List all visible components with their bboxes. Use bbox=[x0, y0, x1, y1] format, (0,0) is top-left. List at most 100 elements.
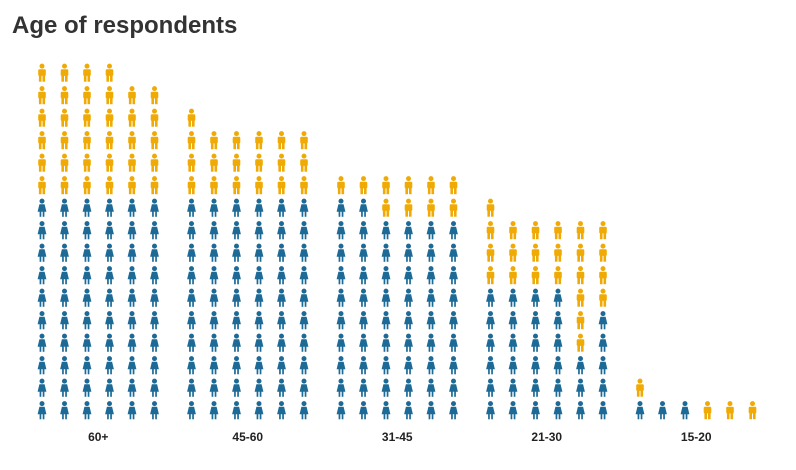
female-person-icon bbox=[82, 243, 92, 262]
male-person-icon bbox=[382, 198, 390, 217]
male-person-icon bbox=[150, 176, 159, 195]
female-person-icon bbox=[404, 311, 413, 330]
female-person-icon bbox=[232, 288, 241, 307]
female-person-icon bbox=[336, 356, 346, 375]
female-person-icon bbox=[232, 198, 241, 217]
male-person-icon bbox=[509, 221, 517, 240]
female-person-icon bbox=[37, 221, 47, 240]
female-person-icon bbox=[381, 288, 391, 307]
male-person-icon bbox=[404, 198, 413, 217]
female-person-icon bbox=[254, 266, 264, 285]
female-person-icon bbox=[105, 266, 114, 285]
female-person-icon bbox=[426, 221, 436, 240]
female-person-icon bbox=[381, 333, 391, 352]
female-person-icon bbox=[553, 356, 563, 375]
female-person-icon bbox=[449, 401, 458, 420]
male-person-icon bbox=[531, 266, 540, 285]
female-person-icon bbox=[37, 401, 47, 420]
male-person-icon bbox=[232, 131, 241, 150]
female-person-icon bbox=[404, 333, 413, 352]
female-person-icon bbox=[277, 333, 286, 352]
category-label: 45-60 bbox=[232, 430, 263, 444]
male-person-icon bbox=[105, 131, 114, 150]
female-person-icon bbox=[60, 333, 69, 352]
female-person-icon bbox=[150, 198, 159, 217]
female-person-icon bbox=[37, 288, 47, 307]
female-person-icon bbox=[37, 198, 47, 217]
female-person-icon bbox=[150, 333, 159, 352]
male-person-icon bbox=[576, 266, 585, 285]
female-person-icon bbox=[576, 401, 585, 420]
female-person-icon bbox=[426, 243, 436, 262]
male-person-icon bbox=[60, 176, 69, 195]
male-person-icon bbox=[576, 243, 585, 262]
female-person-icon bbox=[82, 356, 92, 375]
male-person-icon bbox=[427, 198, 435, 217]
female-person-icon bbox=[426, 356, 436, 375]
male-person-icon bbox=[703, 401, 712, 420]
female-person-icon bbox=[486, 356, 495, 375]
female-person-icon bbox=[127, 356, 137, 375]
category-group-60+ bbox=[37, 63, 159, 420]
female-person-icon bbox=[449, 221, 458, 240]
category-label: 21-30 bbox=[531, 430, 562, 444]
female-person-icon bbox=[359, 401, 368, 420]
female-person-icon bbox=[680, 401, 690, 420]
male-person-icon bbox=[128, 131, 136, 150]
female-person-icon bbox=[82, 198, 92, 217]
male-person-icon bbox=[576, 333, 585, 352]
female-person-icon bbox=[336, 221, 346, 240]
female-person-icon bbox=[60, 311, 69, 330]
female-person-icon bbox=[576, 356, 585, 375]
male-person-icon bbox=[636, 378, 644, 397]
female-person-icon bbox=[254, 288, 264, 307]
male-person-icon bbox=[382, 176, 390, 195]
female-person-icon bbox=[299, 333, 309, 352]
male-person-icon bbox=[449, 176, 458, 195]
female-person-icon bbox=[127, 311, 137, 330]
female-person-icon bbox=[82, 266, 92, 285]
male-person-icon bbox=[531, 243, 540, 262]
male-person-icon bbox=[599, 221, 607, 240]
female-person-icon bbox=[404, 356, 413, 375]
female-person-icon bbox=[299, 401, 309, 420]
female-person-icon bbox=[277, 356, 286, 375]
male-person-icon bbox=[60, 153, 69, 172]
female-person-icon bbox=[105, 401, 114, 420]
female-person-icon bbox=[82, 311, 92, 330]
chart-title: Age of respondents bbox=[12, 12, 238, 39]
male-person-icon bbox=[509, 243, 517, 262]
female-person-icon bbox=[336, 401, 346, 420]
female-person-icon bbox=[404, 288, 413, 307]
male-person-icon bbox=[60, 108, 69, 127]
female-person-icon bbox=[187, 221, 196, 240]
female-person-icon bbox=[150, 356, 159, 375]
female-person-icon bbox=[486, 401, 495, 420]
female-person-icon bbox=[449, 378, 458, 397]
category-group-15-20 bbox=[635, 378, 757, 420]
female-person-icon bbox=[254, 401, 264, 420]
female-person-icon bbox=[209, 378, 219, 397]
female-person-icon bbox=[449, 266, 458, 285]
male-person-icon bbox=[726, 401, 734, 420]
female-person-icon bbox=[150, 243, 159, 262]
female-person-icon bbox=[531, 356, 540, 375]
male-person-icon bbox=[554, 243, 562, 262]
female-person-icon bbox=[150, 266, 159, 285]
female-person-icon bbox=[277, 266, 286, 285]
male-person-icon bbox=[599, 288, 607, 307]
category-label: 15-20 bbox=[681, 430, 712, 444]
female-person-icon bbox=[359, 243, 368, 262]
female-person-icon bbox=[60, 288, 69, 307]
female-person-icon bbox=[426, 333, 436, 352]
male-person-icon bbox=[277, 153, 286, 172]
female-person-icon bbox=[336, 198, 346, 217]
female-person-icon bbox=[232, 266, 241, 285]
female-person-icon bbox=[254, 333, 264, 352]
female-person-icon bbox=[486, 333, 495, 352]
female-person-icon bbox=[37, 378, 47, 397]
female-person-icon bbox=[336, 266, 346, 285]
female-person-icon bbox=[232, 333, 241, 352]
male-person-icon bbox=[150, 153, 159, 172]
female-person-icon bbox=[598, 356, 608, 375]
